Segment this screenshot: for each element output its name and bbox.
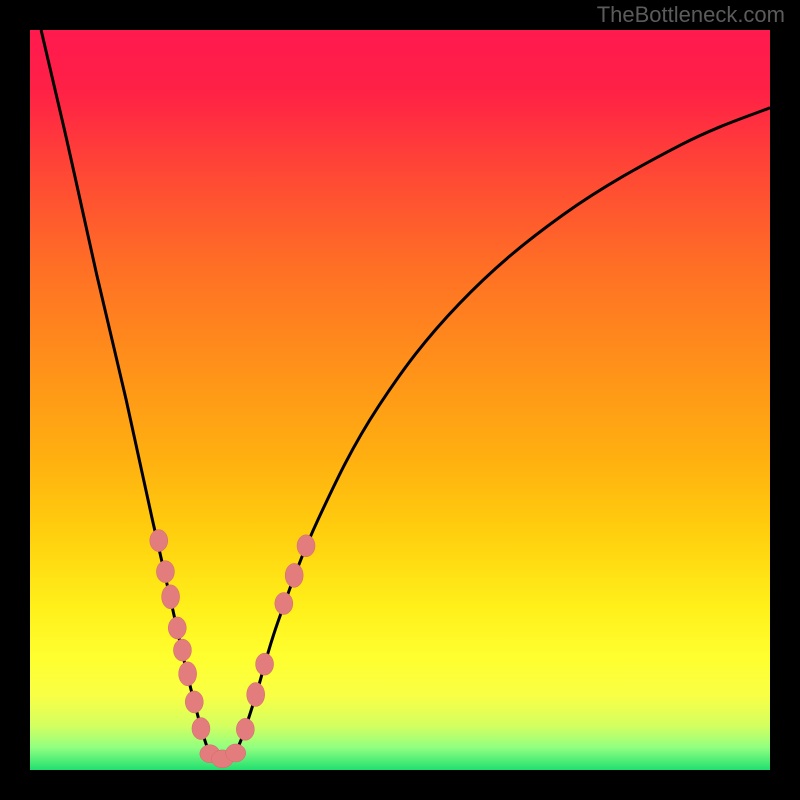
- left-marker: [156, 561, 174, 583]
- bottom-marker: [226, 744, 246, 762]
- right-marker: [297, 535, 315, 557]
- right-marker: [236, 718, 254, 740]
- right-marker: [256, 653, 274, 675]
- left-marker: [162, 585, 180, 609]
- right-marker: [285, 563, 303, 587]
- chart-container: TheBottleneck.com: [0, 0, 800, 800]
- right-marker: [247, 683, 265, 707]
- right-marker: [275, 593, 293, 615]
- left-marker: [173, 639, 191, 661]
- left-marker: [192, 718, 210, 740]
- watermark-text: TheBottleneck.com: [597, 2, 785, 27]
- left-marker: [150, 530, 168, 552]
- chart-svg: TheBottleneck.com: [0, 0, 800, 800]
- left-marker: [168, 617, 186, 639]
- left-marker: [185, 691, 203, 713]
- left-marker: [179, 662, 197, 686]
- plot-background-gradient: [30, 30, 770, 770]
